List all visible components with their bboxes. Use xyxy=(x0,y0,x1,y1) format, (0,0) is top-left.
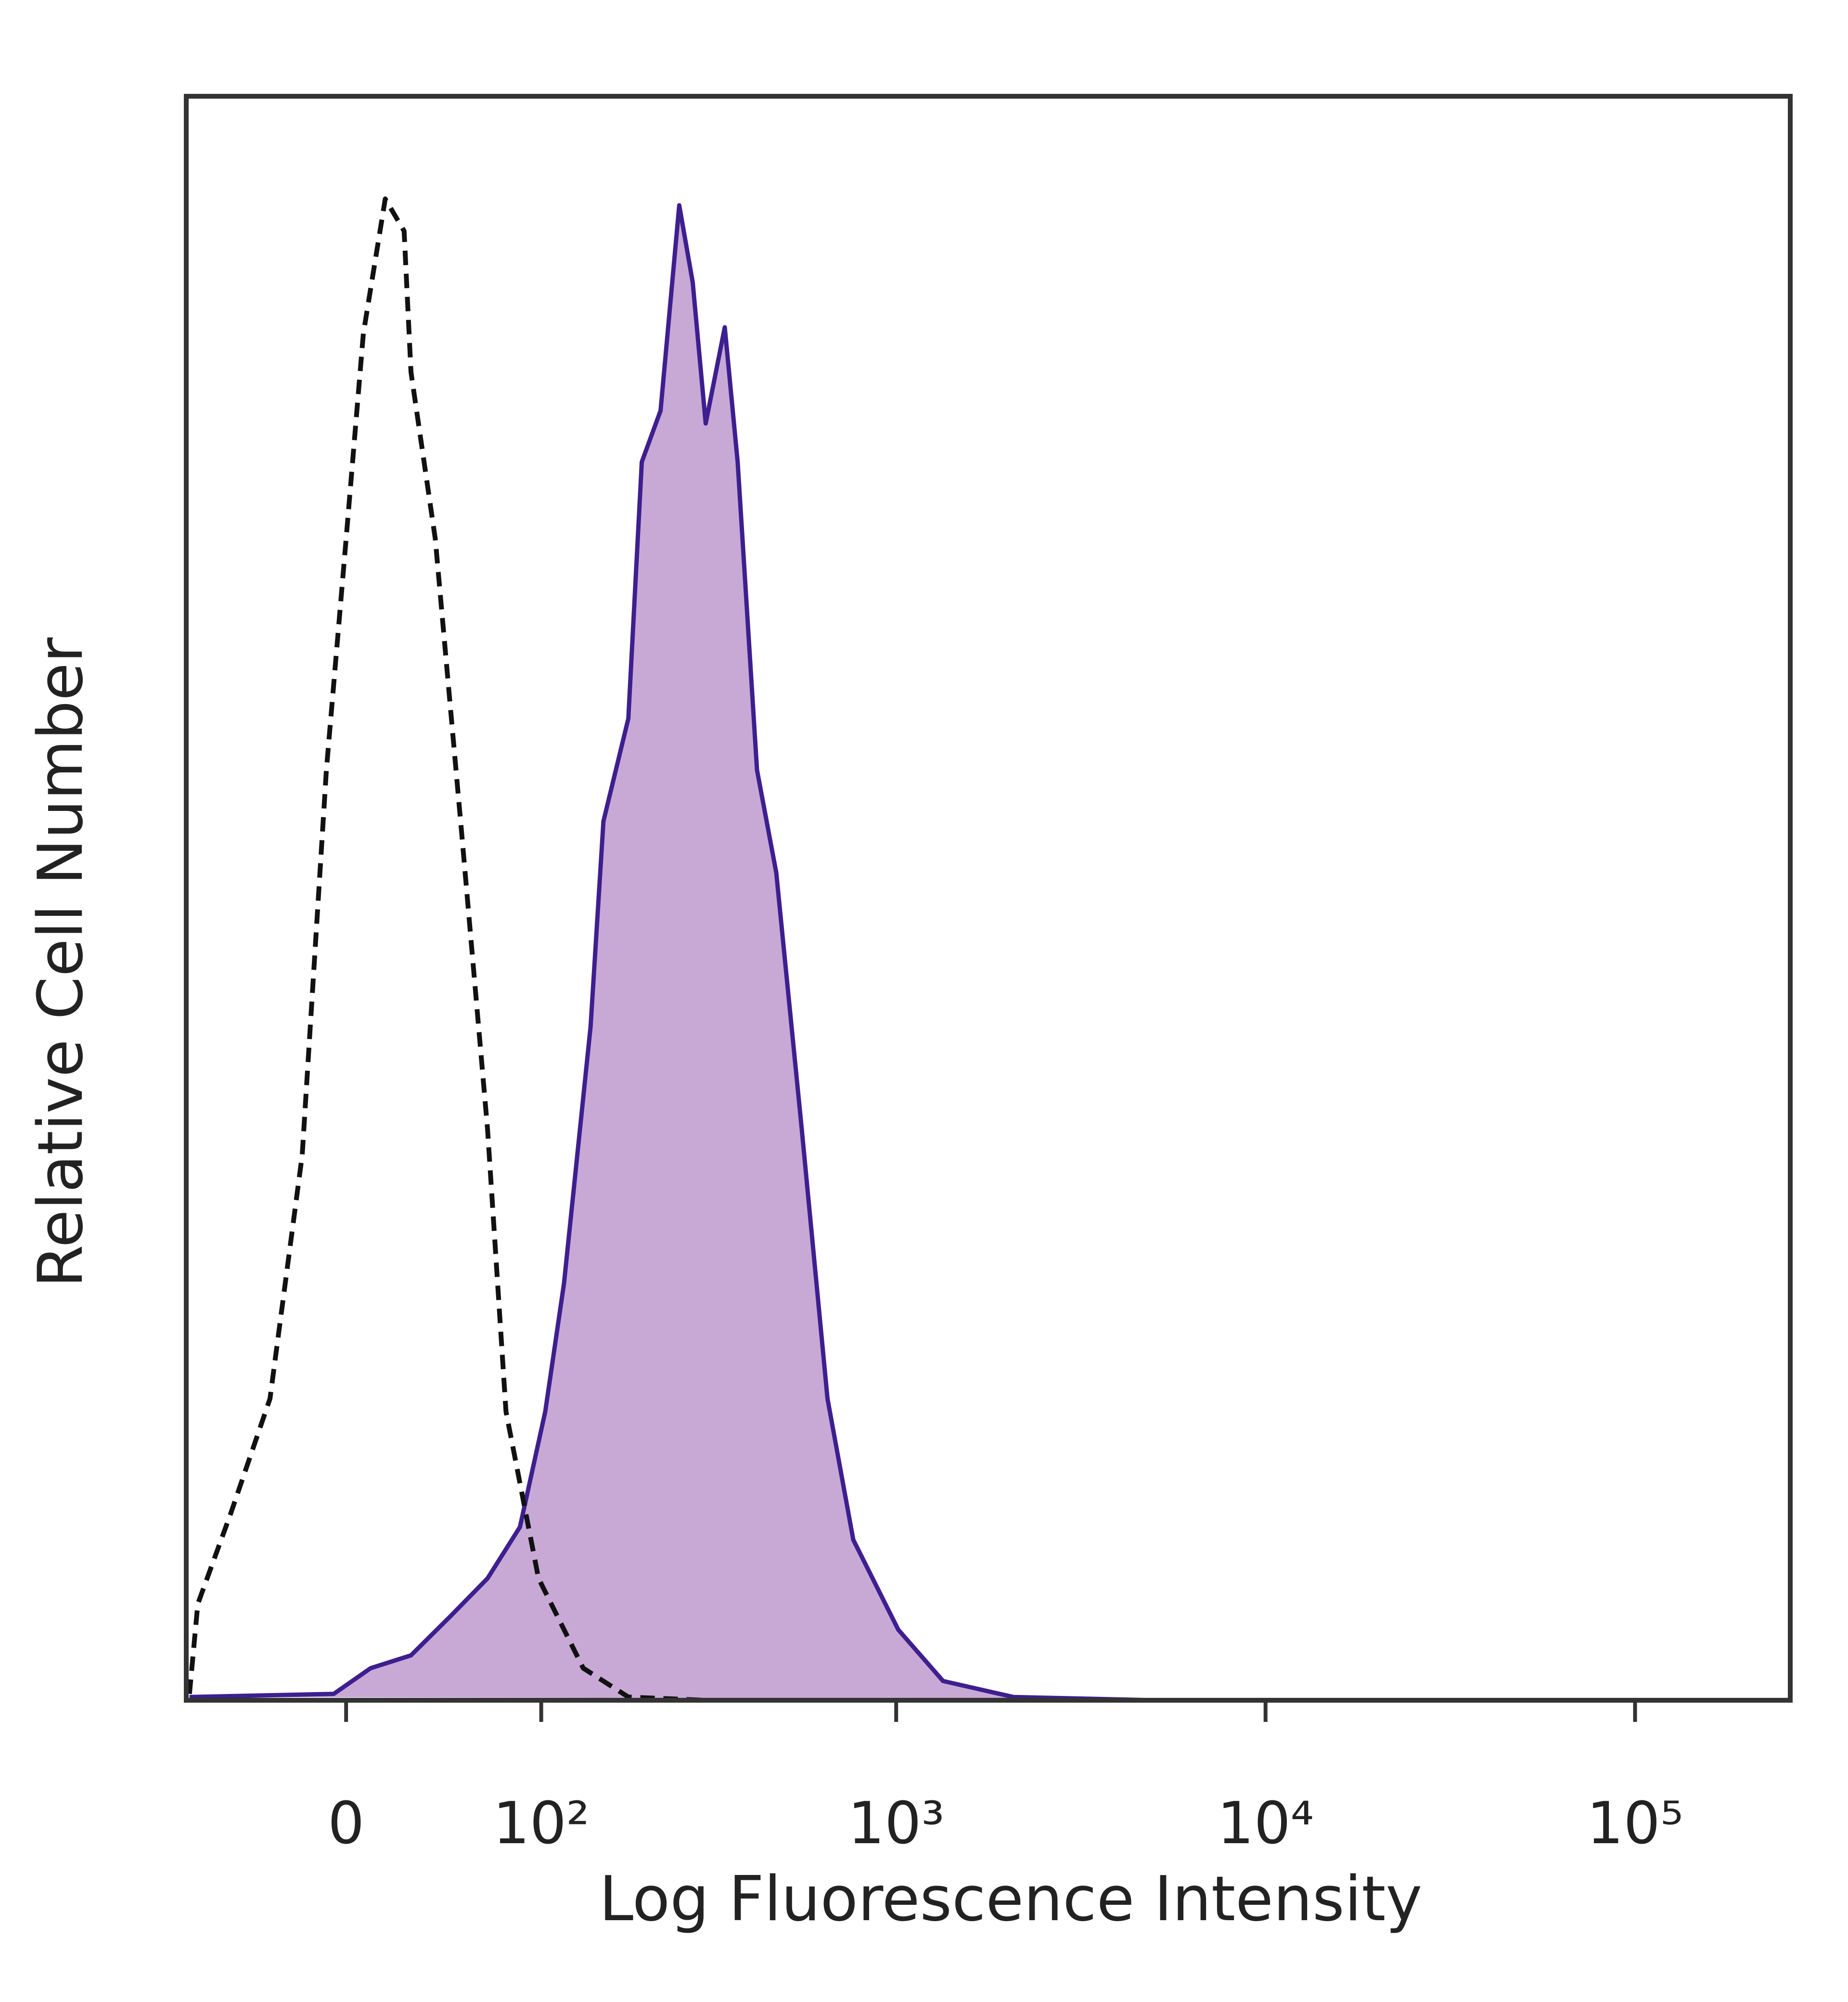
x-tick-label: 0 xyxy=(328,1790,364,1857)
histogram-area xyxy=(189,205,1791,1700)
x-tick-label: 10⁴ xyxy=(1217,1790,1314,1857)
x-tick-label: 10⁵ xyxy=(1587,1790,1683,1857)
histogram-line xyxy=(189,203,1790,1703)
plot-frame xyxy=(184,94,1793,1703)
y-axis-label: Relative Cell Number xyxy=(25,637,97,1287)
histogram-line xyxy=(187,196,706,1703)
x-tick-label: 10³ xyxy=(848,1790,945,1857)
x-tick-label: 10² xyxy=(493,1790,590,1857)
x-axis-label: Log Fluorescence Intensity xyxy=(599,1863,1422,1935)
